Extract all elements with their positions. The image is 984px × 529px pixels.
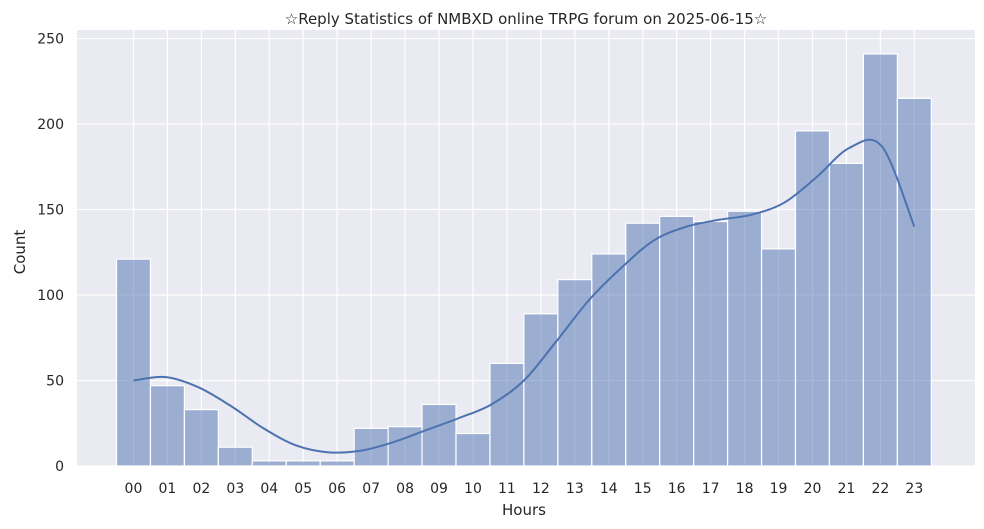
- histogram-bar: [183, 408, 219, 467]
- kde-curve: [133, 138, 916, 454]
- y-tick-label: 100: [37, 288, 64, 304]
- y-tick-label: 50: [46, 374, 64, 390]
- x-tick-label: 01: [159, 481, 177, 497]
- x-tick-label: 06: [328, 481, 346, 497]
- histogram-bar: [862, 53, 898, 467]
- x-tick-label: 11: [498, 481, 516, 497]
- chart-title: ☆Reply Statistics of NMBXD online TRPG f…: [285, 10, 768, 28]
- histogram-bar: [285, 460, 321, 467]
- histogram-bar: [149, 385, 185, 467]
- histogram-bar: [251, 460, 287, 467]
- histogram-bar: [794, 130, 831, 467]
- histogram-bar: [591, 253, 627, 467]
- y-tick-label: 200: [37, 117, 64, 133]
- x-tick-label: 19: [770, 481, 788, 497]
- x-tick-label: 05: [294, 481, 312, 497]
- histogram-bar: [319, 460, 355, 467]
- histogram-bar: [523, 313, 559, 467]
- histogram-bar: [828, 162, 865, 467]
- x-axis-label: Hours: [502, 501, 546, 519]
- y-tick-label: 0: [55, 459, 64, 475]
- histogram-bar: [693, 220, 729, 467]
- x-tick-label: 09: [430, 481, 448, 497]
- x-tick-label: 13: [566, 481, 584, 497]
- histogram-bar: [115, 258, 152, 467]
- x-tick-label: 23: [905, 481, 923, 497]
- x-tick-label: 00: [125, 481, 143, 497]
- y-axis-label: Count: [11, 230, 29, 275]
- kde-line: [133, 138, 916, 454]
- histogram-bar: [760, 248, 797, 467]
- x-tick-label: 07: [362, 481, 380, 497]
- histogram-bar: [455, 432, 491, 467]
- x-tick-label: 20: [804, 481, 822, 497]
- y-tick-labels: 0 50 100 150 200 250: [37, 32, 64, 475]
- histogram-bar: [489, 362, 525, 467]
- y-tick-label: 150: [37, 203, 64, 219]
- histogram-bar: [353, 427, 389, 467]
- x-tick-label: 12: [532, 481, 550, 497]
- x-tick-label: 14: [600, 481, 618, 497]
- y-tick-label: 250: [37, 32, 64, 48]
- histogram-bar: [625, 222, 661, 467]
- histogram-bar: [896, 97, 932, 467]
- x-tick-label: 21: [838, 481, 856, 497]
- histogram-bar: [217, 446, 253, 467]
- x-tick-label: 02: [192, 481, 210, 497]
- x-tick-label: 03: [226, 481, 244, 497]
- histogram-bar: [421, 403, 457, 467]
- x-tick-label: 22: [871, 481, 889, 497]
- x-tick-label: 18: [736, 481, 754, 497]
- x-tick-label: 08: [396, 481, 414, 497]
- bars: [115, 53, 932, 467]
- x-tick-labels: 00 01 02 03 04 05 06 07 08 09 10 11 12 13 14 15 16 17 18 19…: [125, 481, 924, 497]
- x-tick-label: 17: [702, 481, 720, 497]
- histogram-bar: [557, 279, 593, 467]
- x-tick-label: 16: [668, 481, 686, 497]
- x-tick-label: 15: [634, 481, 652, 497]
- x-tick-label: 04: [260, 481, 278, 497]
- histogram-bar: [659, 215, 695, 467]
- histogram-bar: [726, 210, 763, 467]
- x-tick-label: 10: [464, 481, 482, 497]
